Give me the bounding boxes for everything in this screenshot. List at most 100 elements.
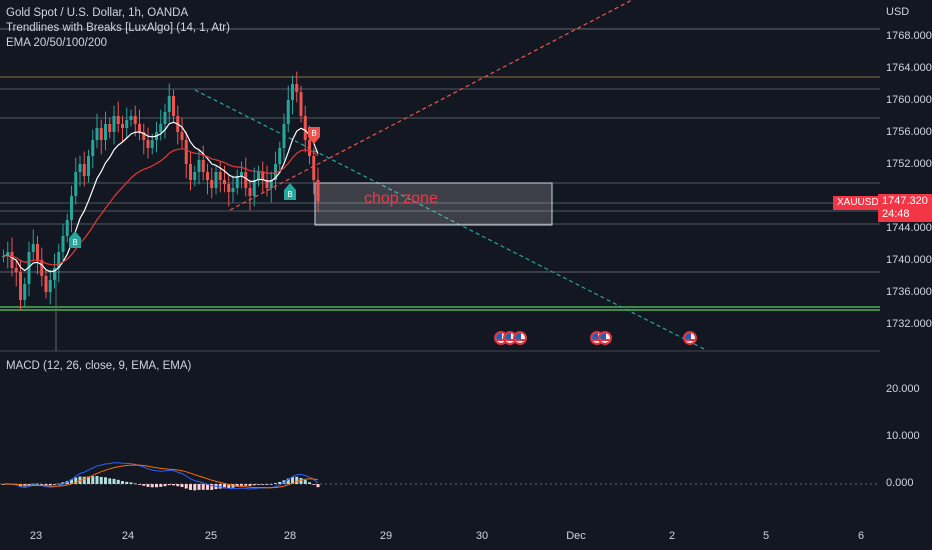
macd-histogram-bar — [316, 484, 320, 488]
macd-histogram-bar — [189, 484, 192, 490]
trendline-down — [194, 89, 707, 351]
time-tick: 2 — [668, 530, 676, 542]
price-tick: 1756.000 — [886, 126, 932, 138]
macd-histogram-bar — [74, 477, 78, 484]
macd-histogram-bar — [95, 476, 99, 484]
macd-histogram-bar — [146, 484, 150, 487]
candle-body — [210, 180, 214, 188]
macd-histogram-bar — [210, 484, 214, 490]
macd-histogram-bar — [184, 484, 188, 489]
candle-body — [142, 132, 146, 140]
macd-histogram-bar — [155, 484, 158, 488]
macd-histogram-bar — [257, 484, 260, 485]
macd-histogram-bar — [27, 484, 31, 485]
chop-zone-box — [314, 182, 553, 226]
macd-histogram-bar — [206, 484, 209, 490]
indicator-trendlines[interactable]: Trendlines with Breaks [LuxAlgo] (14, 1,… — [6, 22, 230, 34]
macd-histogram-bar — [31, 483, 35, 485]
candle-body — [121, 124, 124, 128]
indicator-ema[interactable]: EMA 20/50/100/200 — [6, 37, 108, 49]
candle-body — [78, 164, 82, 172]
candle-body — [248, 188, 252, 196]
macd-histogram-bar — [159, 484, 163, 487]
macd-histogram-bar — [44, 484, 48, 486]
macd-histogram-bar — [235, 484, 239, 487]
candle-body — [274, 164, 277, 180]
macd-histogram-bar — [99, 476, 103, 484]
macd-histogram-bar — [303, 480, 307, 484]
macd-histogram-bar — [244, 484, 248, 486]
price-axis[interactable]: USD 1768.000 1764.000 1760.000 1756.000 … — [880, 0, 932, 550]
macd-histogram-bar — [269, 483, 273, 485]
us-flag-icon[interactable] — [683, 331, 697, 345]
macd-histogram-bar — [308, 482, 311, 484]
macd-histogram-bar — [265, 484, 269, 485]
candle-body — [223, 180, 226, 184]
candle-body — [19, 272, 22, 300]
macd-tick: 20.000 — [886, 383, 920, 395]
candle-body — [36, 244, 39, 260]
us-flag-icon[interactable] — [598, 331, 612, 345]
macd-histogram-bar — [291, 477, 294, 484]
symbol-title[interactable]: Gold Spot / U.S. Dollar, 1h, OANDA — [6, 7, 189, 19]
time-tick: 23 — [29, 530, 43, 542]
break-down-marker — [308, 127, 320, 144]
candle-body — [257, 172, 260, 180]
break-up-marker — [69, 231, 81, 248]
break-up-marker — [284, 183, 296, 200]
candle-body — [193, 172, 197, 180]
macd-histogram-bar — [223, 484, 226, 489]
price-tick: 1740.000 — [886, 254, 932, 266]
price-tick: 1768.000 — [886, 30, 932, 42]
us-flag-icon[interactable] — [513, 331, 527, 345]
candle-body — [312, 156, 316, 180]
last-price-badge: 1747.320 24:48 — [878, 194, 932, 222]
symbol-badge[interactable]: XAUUSD — [833, 196, 883, 210]
macd-histogram-bar — [252, 484, 256, 486]
candle-body — [218, 172, 222, 180]
candle-body — [163, 112, 167, 124]
candle-body — [125, 120, 129, 128]
macd-histogram-bar — [312, 484, 316, 485]
macd-histogram-bar — [201, 484, 205, 490]
ema-fast-line — [3, 121, 319, 273]
candle-body — [6, 252, 10, 256]
macd-histogram-bar — [138, 484, 141, 485]
macd-histogram-bar — [125, 481, 129, 484]
currency-label: USD — [886, 6, 910, 18]
macd-histogram-bar — [70, 479, 73, 484]
candle-body — [235, 176, 239, 188]
macd-histogram-bar — [299, 478, 303, 484]
macd-histogram-bar — [57, 483, 61, 485]
candle-body — [244, 172, 248, 188]
candle-body — [112, 116, 116, 132]
time-tick: 6 — [857, 530, 865, 542]
candle-body — [87, 156, 90, 176]
macd-histogram-bar — [172, 484, 175, 486]
candle-body — [146, 140, 150, 148]
candle-body — [189, 164, 192, 180]
price-chart[interactable]: B B B — [0, 0, 880, 550]
chop-zone-label[interactable]: chop zone — [364, 190, 438, 207]
macd-legend[interactable]: MACD (12, 26, close, 9, EMA, EMA) — [6, 360, 192, 372]
macd-tick: 10.000 — [886, 430, 920, 442]
macd-histogram-bar — [112, 478, 116, 484]
candle-body — [295, 84, 299, 92]
macd-histogram-bar — [261, 484, 265, 485]
candle-body — [265, 180, 269, 188]
candle-body — [184, 140, 188, 164]
candle-body — [48, 280, 52, 292]
last-price: 1747.320 — [882, 195, 928, 207]
candle-body — [65, 220, 69, 236]
candle-body — [129, 116, 133, 120]
price-tick: 1760.000 — [886, 94, 932, 106]
macd-tick: 0.000 — [886, 477, 914, 489]
candle-body — [44, 276, 48, 292]
macd-histogram-bar — [197, 484, 201, 490]
macd-histogram-bar — [61, 482, 65, 484]
macd-histogram-bar — [176, 484, 180, 487]
macd-histogram-bar — [163, 484, 167, 487]
time-tick: Dec — [566, 530, 586, 542]
time-tick: 29 — [379, 530, 393, 542]
candle-body — [91, 140, 95, 156]
